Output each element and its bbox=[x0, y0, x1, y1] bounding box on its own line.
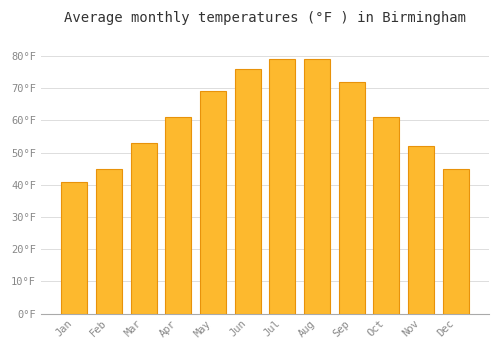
Bar bbox=[62, 182, 88, 314]
Bar bbox=[408, 146, 434, 314]
Bar bbox=[373, 117, 399, 314]
Bar bbox=[130, 143, 156, 314]
Bar bbox=[338, 82, 364, 314]
Bar bbox=[304, 59, 330, 314]
Title: Average monthly temperatures (°F ) in Birmingham: Average monthly temperatures (°F ) in Bi… bbox=[64, 11, 466, 25]
Bar bbox=[166, 117, 192, 314]
Bar bbox=[234, 69, 260, 314]
Bar bbox=[270, 59, 295, 314]
Bar bbox=[442, 169, 468, 314]
Bar bbox=[200, 91, 226, 314]
Bar bbox=[96, 169, 122, 314]
